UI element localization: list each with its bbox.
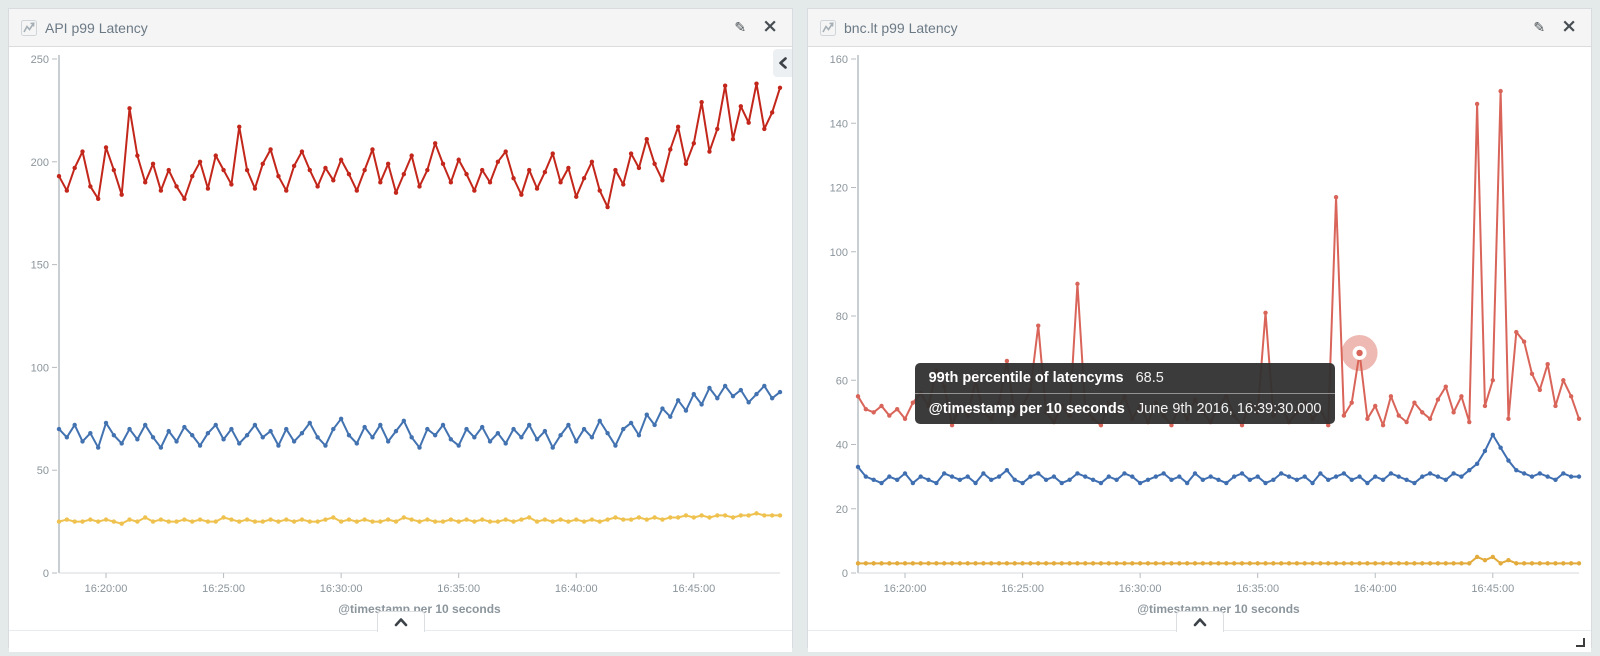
svg-text:150: 150 [31,260,49,272]
panel-bnclt-p99-latency: bnc.lt p99 Latency ✎ × 99th percentile o… [807,8,1592,652]
chevron-left-icon [778,57,787,69]
svg-text:16:25:00: 16:25:00 [1001,583,1044,595]
svg-text:0: 0 [842,568,848,580]
line-chart-icon [820,19,836,36]
edit-panel-button[interactable]: ✎ [1533,19,1546,36]
panel-header-actions: ✎ × [734,15,778,37]
svg-text:16:20:00: 16:20:00 [85,583,128,595]
close-panel-button[interactable]: × [1561,15,1577,37]
panel-footer [808,611,1591,652]
svg-text:16:35:00: 16:35:00 [437,583,480,595]
collapse-panel-button[interactable] [376,611,425,632]
chart-svg: 0 50 100 150 200 250 16:20:00 16:25:00 16:30:00 1… [31,54,783,616]
panel-header-actions: ✎ × [1533,15,1577,37]
svg-text:140: 140 [830,118,848,130]
svg-text:16:35:00: 16:35:00 [1236,583,1279,595]
svg-text:16:45:00: 16:45:00 [672,583,715,595]
svg-text:40: 40 [836,440,848,452]
svg-text:16:40:00: 16:40:00 [555,583,598,595]
svg-text:100: 100 [31,362,49,374]
svg-text:0: 0 [43,568,49,580]
chart-canvas[interactable]: 0 50 100 150 200 250 16:20:00 16:25:00 16:30:00 1… [9,47,792,630]
panel-header[interactable]: API p99 Latency ✎ × [9,9,792,47]
chart-svg: 0 20 40 60 80 100 120 140 160 16:20:00 16:25:00 16:… [830,54,1582,616]
resize-corner-handle[interactable] [1576,638,1585,647]
svg-text:80: 80 [836,311,848,323]
panel-footer [9,611,792,652]
line-chart-icon [21,19,37,36]
collapse-panel-button[interactable] [1175,611,1224,632]
svg-text:16:25:00: 16:25:00 [202,583,245,595]
svg-text:50: 50 [37,465,49,477]
edit-panel-button[interactable]: ✎ [734,19,747,36]
svg-text:16:30:00: 16:30:00 [320,583,363,595]
svg-text:16:45:00: 16:45:00 [1471,583,1514,595]
panel-header[interactable]: bnc.lt p99 Latency ✎ × [808,9,1591,47]
close-panel-button[interactable]: × [762,15,778,37]
svg-text:20: 20 [836,504,848,516]
svg-text:16:40:00: 16:40:00 [1354,583,1397,595]
hover-point-marker [1356,349,1363,357]
panel-title: bnc.lt p99 Latency [844,19,958,36]
chevron-up-icon [1193,618,1206,627]
chevron-up-icon [394,618,407,627]
collapse-sidebar-tab[interactable] [773,49,792,77]
svg-text:120: 120 [830,183,848,195]
panel-api-p99-latency: API p99 Latency ✎ × 0 50 100 150 200 250 16:20… [8,8,793,652]
svg-text:16:20:00: 16:20:00 [884,583,927,595]
chart-canvas[interactable]: 99th percentile of latencyms 68.5 @times… [808,47,1591,630]
svg-text:60: 60 [836,375,848,387]
svg-text:16:30:00: 16:30:00 [1119,583,1162,595]
svg-text:100: 100 [830,247,848,259]
panel-title: API p99 Latency [45,19,148,36]
svg-text:200: 200 [31,157,49,169]
svg-text:250: 250 [31,54,49,66]
svg-text:160: 160 [830,54,848,66]
